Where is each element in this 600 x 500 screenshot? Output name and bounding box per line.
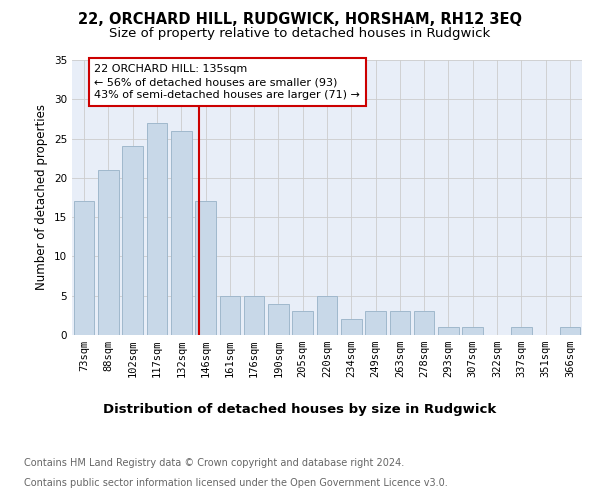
Y-axis label: Number of detached properties: Number of detached properties (35, 104, 49, 290)
Bar (74, 202, 94, 335)
Bar (292, 312, 313, 335)
Bar (341, 320, 362, 335)
Bar (195, 202, 216, 335)
Text: Size of property relative to detached houses in Rudgwick: Size of property relative to detached ho… (109, 28, 491, 40)
Bar (414, 312, 434, 335)
Text: Distribution of detached houses by size in Rudgwick: Distribution of detached houses by size … (103, 402, 497, 415)
Bar (146, 123, 167, 335)
Bar (438, 327, 459, 335)
Bar (560, 327, 580, 335)
Text: 22, ORCHARD HILL, RUDGWICK, HORSHAM, RH12 3EQ: 22, ORCHARD HILL, RUDGWICK, HORSHAM, RH1… (78, 12, 522, 28)
Bar (511, 327, 532, 335)
Bar (365, 312, 386, 335)
Bar (171, 130, 191, 335)
Bar (122, 146, 143, 335)
Bar (389, 312, 410, 335)
Text: 22 ORCHARD HILL: 135sqm
← 56% of detached houses are smaller (93)
43% of semi-de: 22 ORCHARD HILL: 135sqm ← 56% of detache… (94, 64, 360, 100)
Bar (220, 296, 240, 335)
Bar (317, 296, 337, 335)
Bar (98, 170, 119, 335)
Bar (268, 304, 289, 335)
Bar (244, 296, 265, 335)
Text: Contains HM Land Registry data © Crown copyright and database right 2024.: Contains HM Land Registry data © Crown c… (24, 458, 404, 468)
Bar (463, 327, 483, 335)
Text: Contains public sector information licensed under the Open Government Licence v3: Contains public sector information licen… (24, 478, 448, 488)
